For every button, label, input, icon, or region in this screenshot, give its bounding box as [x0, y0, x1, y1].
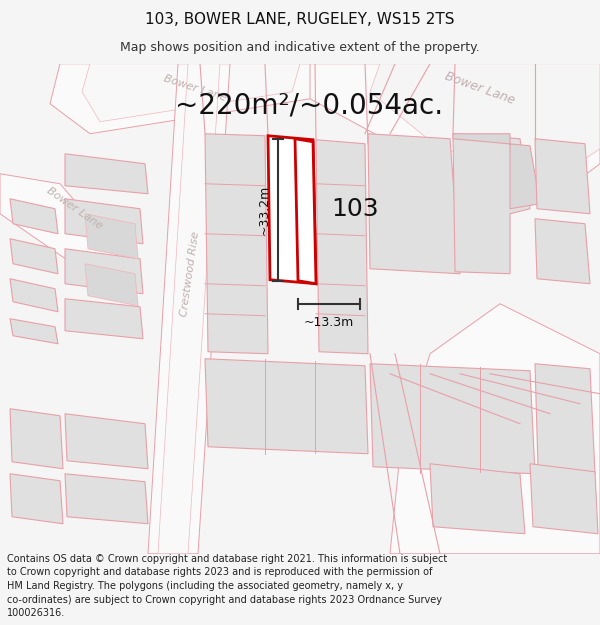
Polygon shape [390, 304, 600, 554]
Text: 103, BOWER LANE, RUGELEY, WS15 2TS: 103, BOWER LANE, RUGELEY, WS15 2TS [145, 12, 455, 27]
Polygon shape [10, 409, 63, 469]
Polygon shape [205, 359, 368, 454]
Polygon shape [368, 134, 460, 274]
Polygon shape [453, 134, 530, 274]
Polygon shape [316, 140, 368, 354]
Polygon shape [370, 364, 535, 474]
Polygon shape [148, 64, 230, 554]
Polygon shape [10, 199, 58, 234]
Polygon shape [10, 239, 58, 274]
Polygon shape [10, 319, 58, 344]
Polygon shape [10, 474, 63, 524]
Polygon shape [82, 64, 300, 122]
Text: Contains OS data © Crown copyright and database right 2021. This information is : Contains OS data © Crown copyright and d… [7, 554, 448, 618]
Polygon shape [453, 134, 540, 209]
Polygon shape [268, 136, 316, 284]
Text: Bower Lane: Bower Lane [163, 74, 227, 104]
Polygon shape [85, 264, 138, 306]
Polygon shape [205, 134, 268, 354]
Polygon shape [65, 154, 148, 194]
Polygon shape [65, 474, 148, 524]
Polygon shape [0, 174, 120, 269]
Text: Crestwood Rise: Crestwood Rise [179, 231, 201, 317]
Polygon shape [295, 139, 316, 284]
Text: Bower Lane: Bower Lane [443, 70, 517, 108]
Polygon shape [65, 414, 148, 469]
Text: Bower Lane: Bower Lane [46, 186, 104, 232]
Text: ~33.2m: ~33.2m [258, 184, 271, 235]
Polygon shape [370, 64, 600, 176]
Polygon shape [10, 279, 58, 312]
Polygon shape [310, 64, 600, 194]
Polygon shape [158, 64, 220, 554]
Polygon shape [430, 464, 525, 534]
Polygon shape [535, 364, 595, 474]
Text: ~220m²/~0.054ac.: ~220m²/~0.054ac. [175, 92, 443, 120]
Polygon shape [535, 219, 590, 284]
Text: 103: 103 [331, 197, 379, 221]
Text: ~13.3m: ~13.3m [304, 316, 354, 329]
Polygon shape [65, 199, 143, 244]
Polygon shape [535, 139, 590, 214]
Text: Map shows position and indicative extent of the property.: Map shows position and indicative extent… [120, 41, 480, 54]
Polygon shape [65, 249, 143, 294]
Polygon shape [85, 214, 138, 259]
Polygon shape [65, 299, 143, 339]
Polygon shape [50, 64, 320, 134]
Polygon shape [530, 464, 598, 534]
